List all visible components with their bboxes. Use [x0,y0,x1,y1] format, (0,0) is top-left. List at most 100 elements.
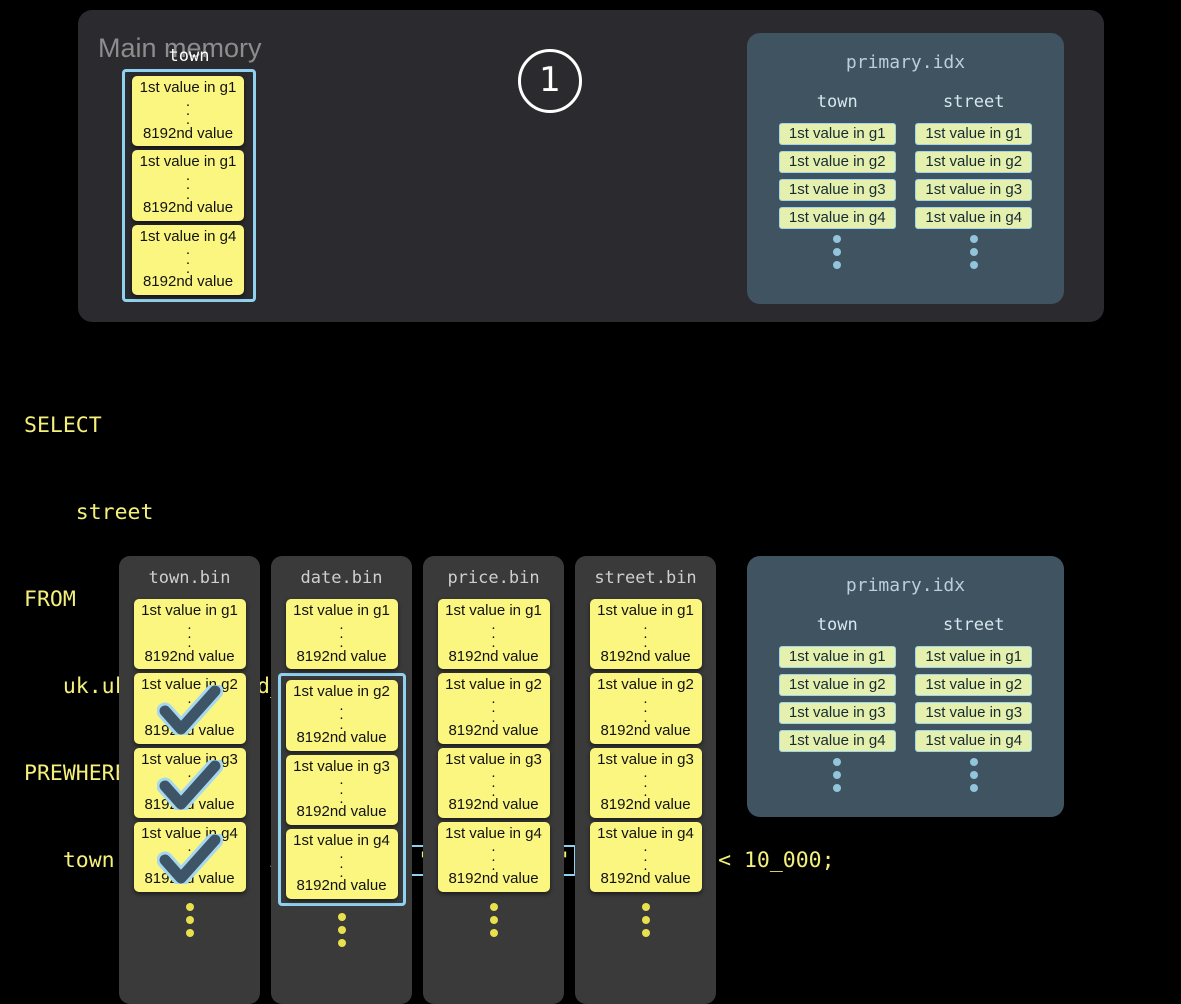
granule-ellipsis: ... [339,615,344,652]
primary-index-mark: 1st value in g4 [778,730,896,752]
primary-index-ellipsis [915,235,1032,269]
granule-last-value: 8192nd value [142,198,234,216]
granule-ellipsis: ... [185,92,191,129]
granule-first-value: 1st value in g1 [141,602,238,619]
primary-index-column-street: street 1st value in g1 1st value in g2 1st … [915,615,1033,792]
main-memory-panel: Main memory town 1st value in g1... 8192n… [78,10,1104,322]
granule-first-value: 1st value in g1 [293,602,390,619]
granule-last-value: 8192nd value [600,870,691,888]
primary-index-panel-top: primary.idx town 1st value in g1 1st value… [747,33,1064,304]
granule-ellipsis: ... [187,615,192,652]
main-memory-column-town: town 1st value in g1... 8192nd value 1st v… [122,46,256,302]
granule-first-value: 1st value in g3 [445,750,542,768]
primary-index-mark: 1st value in g4 [915,207,1033,229]
granule-first-value: 1st value in g1 [139,153,237,171]
granule-ellipsis: ... [187,689,192,726]
granule-ellipsis: ... [491,764,496,800]
primary-index-mark: 1st value in g3 [778,702,896,724]
granule-block: 1st value in g4... 8192nd value [285,828,398,900]
granule-ellipsis: ... [643,689,648,726]
primary-index-column-header: town [816,92,858,112]
column-file-ellipsis [271,913,412,948]
granule-ellipsis: ... [187,838,192,875]
primary-index-column-header: street [943,615,1005,635]
column-file-granules: 1st value in g1... 8192nd value 1st value … [271,599,412,907]
granule-first-value: 1st value in g1 [445,602,542,619]
granule-last-value: 8192nd value [144,796,235,814]
column-file-ellipsis [423,903,564,938]
primary-index-mark: 1st value in g2 [915,151,1033,173]
primary-index-mark: 1st value in g1 [778,123,896,145]
granule-ellipsis: ... [491,689,496,726]
column-file-panel-street-bin: street.bin 1st value in g1... 8192nd value… [575,556,716,1004]
primary-index-column-header: town [816,615,858,635]
granule-block: 1st value in g3... 8192nd value [133,747,246,818]
granule-first-value: 1st value in g3 [293,757,390,775]
granule-first-value: 1st value in g3 [597,750,694,768]
primary-index-columns: town 1st value in g1 1st value in g2 1st va… [747,615,1064,792]
primary-index-ellipsis [915,758,1032,792]
granule-block: 1st value in g4... 8192nd value [133,821,246,893]
primary-index-ellipsis [779,758,896,792]
granule-last-value: 8192nd value [448,721,539,739]
main-memory-column-title: town [168,46,210,66]
granule-last-value: 8192nd value [448,647,539,665]
primary-index-mark: 1st value in g2 [778,674,896,696]
column-file-title: town.bin [148,568,231,588]
granule-ellipsis: ... [339,696,344,733]
granule-block: 1st value in g1... 8192nd value [133,599,246,670]
granule-last-value: 8192nd value [142,273,234,291]
column-file-granules: 1st value in g1... 8192nd value 1st value … [575,599,716,896]
primary-index-mark: 1st value in g3 [915,702,1033,724]
column-file-title: street.bin [594,568,697,588]
granule-last-value: 8192nd value [600,721,691,739]
sql-keyword-prewhere: PREWHERE [24,761,128,786]
granule-first-value: 1st value in g1 [597,602,694,619]
column-file-title: price.bin [447,568,540,588]
granule-first-value: 1st value in g4 [293,831,390,849]
column-file-panel-price-bin: price.bin 1st value in g1... 8192nd value 1… [423,556,564,1004]
granule-block: 1st value in g1... 8192nd value [132,76,244,147]
granule-block: 1st value in g1... 8192nd value [285,599,398,670]
granule-ellipsis: ... [185,166,191,203]
primary-index-column-town: town 1st value in g1 1st value in g2 1st va… [778,615,896,792]
sql-line-select: SELECT [24,411,835,440]
granule-group-highlight: 1st value in g2... 8192nd value 1st value … [277,673,406,907]
primary-index-mark: 1st value in g3 [915,179,1033,201]
main-memory-highlight-frame: 1st value in g1... 8192nd value 1st value … [122,69,256,302]
granule-last-value: 8192nd value [144,870,235,888]
granule-block: 1st value in g2... 8192nd value [437,673,550,744]
sql-keyword-select: SELECT [24,413,102,438]
primary-index-columns: town 1st value in g1 1st value in g2 1st va… [747,92,1064,269]
primary-index-title: primary.idx [845,52,966,73]
granule-ellipsis: ... [491,838,496,875]
granule-first-value: 1st value in g1 [139,79,237,96]
granule-last-value: 8192nd value [144,647,235,665]
column-file-title: date.bin [300,568,383,588]
granule-last-value: 8192nd value [448,870,539,888]
primary-index-column-street: street 1st value in g1 1st value in g2 1st … [915,92,1033,269]
step-badge-1: 1 [518,49,582,113]
granule-last-value: 8192nd value [142,124,234,142]
main-memory-label: Main memory [98,33,262,63]
granule-block: 1st value in g1... 8192nd value [437,599,550,670]
column-file-granules: 1st value in g1... 8192nd value 1st value … [119,599,260,896]
sql-line-prewhere: PREWHERE [24,759,835,788]
main-memory-granule-list: 1st value in g1... 8192nd value 1st value … [132,76,246,295]
primary-index-mark: 1st value in g1 [915,123,1033,145]
primary-index-mark: 1st value in g1 [915,646,1033,668]
sql-column-street: street [75,500,154,525]
column-file-ellipsis [575,903,716,938]
granule-last-value: 8192nd value [448,796,539,814]
primary-index-ellipsis [779,235,896,269]
granule-block: 1st value in g2... 8192nd value [589,673,702,744]
primary-index-column-header: street [943,92,1005,112]
primary-index-mark: 1st value in g2 [915,674,1033,696]
granule-ellipsis: ... [643,764,648,800]
granule-first-value: 1st value in g2 [293,683,390,701]
granule-block: 1st value in g1... 8192nd value [132,150,244,221]
primary-index-mark: 1st value in g2 [778,151,896,173]
primary-index-mark: 1st value in g3 [778,179,896,201]
granule-block: 1st value in g1... 8192nd value [589,599,702,670]
